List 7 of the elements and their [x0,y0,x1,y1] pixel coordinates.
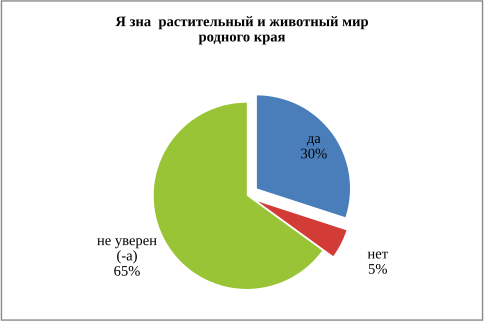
slice-label: не уверен (-а) [97,238,157,264]
chart-title: Я зна растительный и животный мир родного края [115,16,368,45]
data-label: 5% [368,264,387,274]
data-label: 30% [301,148,327,158]
slice-label: да [306,136,321,146]
slice-label: нет [368,252,388,259]
data-label: 65% [114,266,140,276]
